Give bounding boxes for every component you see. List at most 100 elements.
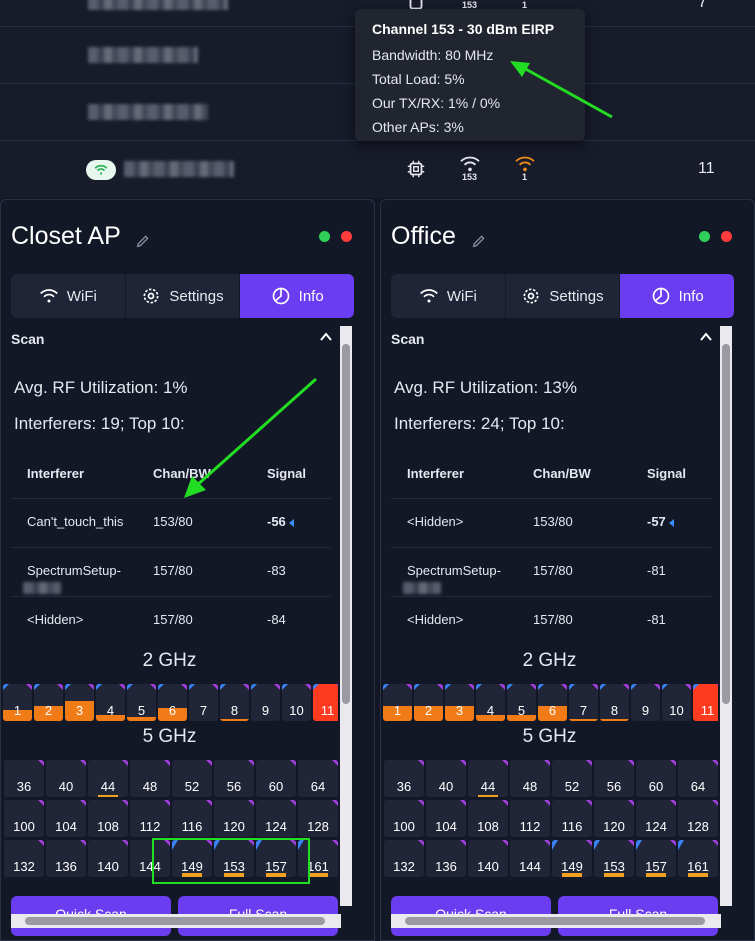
chevron-up-icon[interactable] bbox=[319, 330, 333, 344]
channel-2ghz[interactable]: 1 bbox=[3, 684, 32, 721]
channel-5ghz[interactable]: 124 bbox=[256, 800, 296, 837]
scrollbar-thumb[interactable] bbox=[342, 344, 350, 704]
channel-5ghz[interactable]: 144 bbox=[510, 840, 550, 877]
channel-2ghz[interactable]: 5 bbox=[127, 684, 156, 721]
channel-5ghz[interactable]: 44 bbox=[88, 760, 128, 797]
table-row[interactable]: SpectrumSetup- 157/80 -83 bbox=[11, 547, 331, 596]
channel-2ghz[interactable]: 10 bbox=[662, 684, 691, 721]
channel-5ghz[interactable]: 161 bbox=[678, 840, 718, 877]
channel-5ghz[interactable]: 104 bbox=[426, 800, 466, 837]
tab-info[interactable]: Info bbox=[620, 274, 734, 318]
tab-wifi[interactable]: WiFi bbox=[11, 274, 126, 318]
channel-2ghz[interactable]: 6 bbox=[538, 684, 567, 721]
channel-2ghz[interactable]: 8 bbox=[600, 684, 629, 721]
channel-5ghz[interactable]: 100 bbox=[384, 800, 424, 837]
channel-2ghz[interactable]: 3 bbox=[65, 684, 94, 721]
list-item[interactable]: 153 1 11 bbox=[0, 141, 755, 198]
channel-5ghz[interactable]: 157 bbox=[636, 840, 676, 877]
chip-icon[interactable] bbox=[405, 158, 427, 180]
vertical-scrollbar[interactable] bbox=[340, 326, 352, 906]
table-row[interactable]: SpectrumSetup- 157/80 -81 bbox=[391, 547, 711, 596]
scan-header[interactable]: Scan bbox=[11, 331, 45, 347]
channel-5ghz[interactable]: 128 bbox=[298, 800, 338, 837]
channel-2ghz[interactable]: 9 bbox=[251, 684, 280, 721]
channel-5ghz[interactable]: 44 bbox=[468, 760, 508, 797]
table-row[interactable]: Can't_touch_this 153/80 -56 bbox=[11, 498, 331, 547]
channel-5ghz[interactable]: 60 bbox=[636, 760, 676, 797]
channel-2ghz[interactable]: 2 bbox=[414, 684, 443, 721]
close-icon[interactable] bbox=[341, 231, 352, 242]
table-row[interactable]: <Hidden> 157/80 -81 bbox=[391, 596, 711, 645]
wifi-5ghz-icon[interactable] bbox=[459, 155, 481, 173]
channel-5ghz[interactable]: 64 bbox=[678, 760, 718, 797]
horizontal-scrollbar[interactable] bbox=[11, 914, 341, 928]
channel-2ghz[interactable]: 2 bbox=[34, 684, 63, 721]
table-row[interactable]: <Hidden> 153/80 -57 bbox=[391, 498, 711, 547]
vertical-scrollbar[interactable] bbox=[720, 326, 732, 906]
channel-5ghz[interactable]: 153 bbox=[214, 840, 254, 877]
channel-5ghz[interactable]: 56 bbox=[594, 760, 634, 797]
channel-5ghz[interactable]: 149 bbox=[172, 840, 212, 877]
channel-5ghz[interactable]: 104 bbox=[46, 800, 86, 837]
scrollbar-thumb[interactable] bbox=[722, 344, 730, 704]
channel-5ghz[interactable]: 124 bbox=[636, 800, 676, 837]
channel-5ghz[interactable]: 120 bbox=[214, 800, 254, 837]
channel-5ghz[interactable]: 128 bbox=[678, 800, 718, 837]
channel-2ghz[interactable]: 6 bbox=[158, 684, 187, 721]
channel-2ghz[interactable]: 3 bbox=[445, 684, 474, 721]
channel-5ghz[interactable]: 112 bbox=[510, 800, 550, 837]
edit-icon[interactable] bbox=[135, 233, 151, 249]
channel-5ghz[interactable]: 52 bbox=[172, 760, 212, 797]
channel-5ghz[interactable]: 140 bbox=[468, 840, 508, 877]
channel-5ghz[interactable]: 120 bbox=[594, 800, 634, 837]
channel-5ghz[interactable]: 40 bbox=[46, 760, 86, 797]
channel-2ghz[interactable]: 4 bbox=[476, 684, 505, 721]
channel-5ghz[interactable]: 48 bbox=[510, 760, 550, 797]
channel-5ghz[interactable]: 100 bbox=[4, 800, 44, 837]
channel-5ghz[interactable]: 48 bbox=[130, 760, 170, 797]
tab-wifi[interactable]: WiFi bbox=[391, 274, 506, 318]
channel-5ghz[interactable]: 112 bbox=[130, 800, 170, 837]
scrollbar-thumb[interactable] bbox=[25, 917, 325, 925]
channel-5ghz[interactable]: 52 bbox=[552, 760, 592, 797]
channel-5ghz[interactable]: 140 bbox=[88, 840, 128, 877]
channel-5ghz[interactable]: 153 bbox=[594, 840, 634, 877]
channel-2ghz[interactable]: 9 bbox=[631, 684, 660, 721]
channel-2ghz[interactable]: 11 bbox=[693, 684, 718, 721]
chevron-up-icon[interactable] bbox=[699, 330, 713, 344]
channel-5ghz[interactable]: 60 bbox=[256, 760, 296, 797]
status-ok-icon[interactable] bbox=[319, 231, 330, 242]
channel-5ghz[interactable]: 136 bbox=[426, 840, 466, 877]
channel-2ghz[interactable]: 1 bbox=[383, 684, 412, 721]
channel-5ghz[interactable]: 64 bbox=[298, 760, 338, 797]
tab-settings[interactable]: Settings bbox=[126, 274, 241, 318]
channel-2ghz[interactable]: 11 bbox=[313, 684, 338, 721]
channel-2ghz[interactable]: 10 bbox=[282, 684, 311, 721]
channel-2ghz[interactable]: 4 bbox=[96, 684, 125, 721]
channel-5ghz[interactable]: 132 bbox=[384, 840, 424, 877]
edit-icon[interactable] bbox=[471, 233, 487, 249]
table-row[interactable]: <Hidden> 157/80 -84 bbox=[11, 596, 331, 645]
channel-5ghz[interactable]: 161 bbox=[298, 840, 338, 877]
scan-header[interactable]: Scan bbox=[391, 331, 425, 347]
channel-5ghz[interactable]: 149 bbox=[552, 840, 592, 877]
channel-5ghz[interactable]: 56 bbox=[214, 760, 254, 797]
wifi-2ghz-icon[interactable] bbox=[514, 155, 536, 173]
horizontal-scrollbar[interactable] bbox=[391, 914, 721, 928]
channel-5ghz[interactable]: 40 bbox=[426, 760, 466, 797]
channel-5ghz[interactable]: 108 bbox=[88, 800, 128, 837]
channel-5ghz[interactable]: 36 bbox=[4, 760, 44, 797]
channel-2ghz[interactable]: 7 bbox=[569, 684, 598, 721]
scrollbar-thumb[interactable] bbox=[405, 917, 705, 925]
channel-5ghz[interactable]: 108 bbox=[468, 800, 508, 837]
channel-5ghz[interactable]: 132 bbox=[4, 840, 44, 877]
status-ok-icon[interactable] bbox=[699, 231, 710, 242]
channel-2ghz[interactable]: 8 bbox=[220, 684, 249, 721]
channel-5ghz[interactable]: 116 bbox=[172, 800, 212, 837]
channel-5ghz[interactable]: 116 bbox=[552, 800, 592, 837]
close-icon[interactable] bbox=[721, 231, 732, 242]
tab-settings[interactable]: Settings bbox=[506, 274, 621, 318]
channel-5ghz[interactable]: 157 bbox=[256, 840, 296, 877]
channel-5ghz[interactable]: 36 bbox=[384, 760, 424, 797]
channel-5ghz[interactable]: 144 bbox=[130, 840, 170, 877]
